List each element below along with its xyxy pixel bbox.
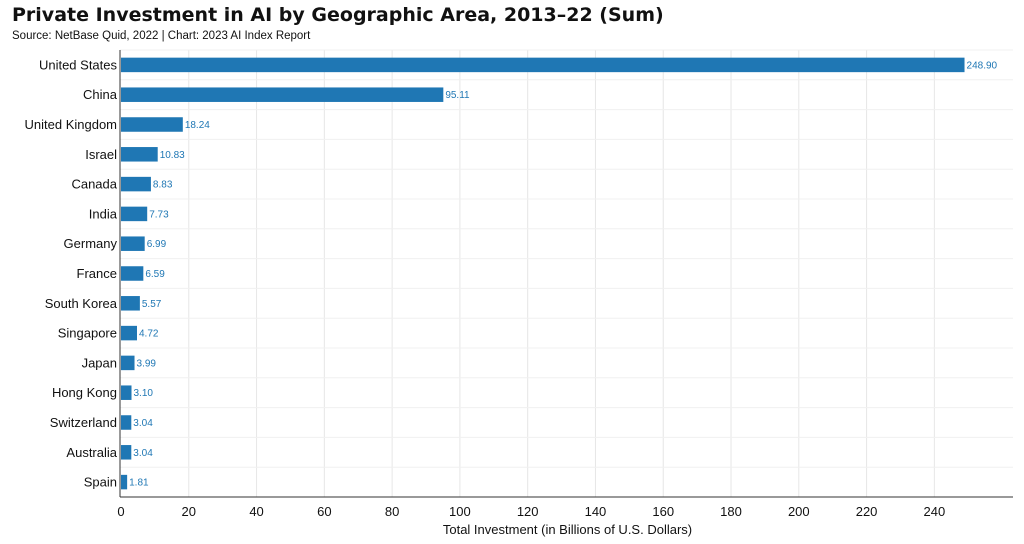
x-tick-label: 140 — [585, 504, 607, 519]
value-label: 4.72 — [139, 329, 159, 340]
x-tick-label: 220 — [856, 504, 878, 519]
bar — [121, 206, 148, 222]
value-label: 6.99 — [147, 239, 167, 250]
bar — [121, 474, 128, 490]
bar — [121, 296, 140, 311]
value-label: 248.90 — [967, 60, 998, 71]
value-label: 10.83 — [160, 150, 185, 161]
x-tick-label: 0 — [117, 504, 124, 519]
bars — [121, 57, 965, 490]
x-axis-label: Total Investment (in Billions of U.S. Do… — [443, 522, 692, 537]
value-label: 95.11 — [445, 90, 470, 101]
category-label: Germany — [64, 236, 118, 251]
value-label: 3.04 — [133, 418, 153, 429]
category-label: Spain — [84, 475, 117, 490]
x-tick-label: 100 — [449, 504, 471, 519]
value-label: 6.59 — [145, 269, 165, 280]
category-label: Israel — [85, 147, 117, 162]
category-label: Hong Kong — [52, 385, 117, 400]
value-label: 5.57 — [142, 299, 162, 310]
category-label: China — [83, 87, 118, 102]
x-tick-labels: 0 20 40 60 80 100 120 140 160 180 200 220 240 — [117, 504, 945, 519]
category-label: India — [89, 206, 118, 221]
bar — [121, 236, 145, 251]
category-label: Canada — [71, 177, 117, 192]
bar — [121, 385, 132, 400]
chart-subtitle: Source: NetBase Quid, 2022 | Chart: 2023… — [12, 30, 311, 42]
category-label: Singapore — [58, 326, 117, 341]
bar — [121, 147, 158, 162]
x-tick-label: 20 — [182, 504, 196, 519]
bar — [121, 266, 144, 281]
bar — [121, 325, 137, 341]
value-labels: 248.90 95.11 18.24 10.83 8.83 7.73 6.99 6.59 5.5… — [129, 60, 997, 488]
category-label: United Kingdom — [25, 117, 118, 132]
chart-title: Private Investment in AI by Geographic A… — [12, 4, 664, 26]
value-label: 3.99 — [137, 358, 157, 369]
value-label: 18.24 — [185, 120, 210, 131]
category-label: South Korea — [45, 296, 118, 311]
x-tick-label: 40 — [249, 504, 263, 519]
x-tick-label: 160 — [652, 504, 674, 519]
value-label: 1.81 — [129, 478, 149, 489]
value-label: 3.10 — [134, 388, 154, 399]
bar — [121, 117, 183, 132]
x-tick-label: 60 — [317, 504, 331, 519]
category-labels: United States China United Kingdom Israel Ca… — [25, 57, 118, 489]
x-tick-label: 80 — [385, 504, 399, 519]
bar — [121, 415, 132, 430]
value-label: 3.04 — [133, 448, 153, 459]
grid-lines — [120, 49, 1013, 498]
category-label: France — [77, 266, 117, 281]
category-label: Australia — [66, 445, 117, 460]
category-label: Japan — [82, 355, 117, 370]
value-label: 7.73 — [149, 209, 169, 220]
x-tick-label: 180 — [720, 504, 742, 519]
bar — [121, 445, 132, 460]
bar — [121, 57, 965, 73]
bar — [121, 87, 444, 102]
x-tick-label: 200 — [788, 504, 810, 519]
bar — [121, 355, 135, 371]
value-label: 8.83 — [153, 180, 173, 191]
x-tick-label: 240 — [924, 504, 946, 519]
x-tick-label: 120 — [517, 504, 539, 519]
category-label: Switzerland — [50, 415, 117, 430]
bar — [121, 176, 151, 192]
category-label: United States — [39, 57, 118, 72]
